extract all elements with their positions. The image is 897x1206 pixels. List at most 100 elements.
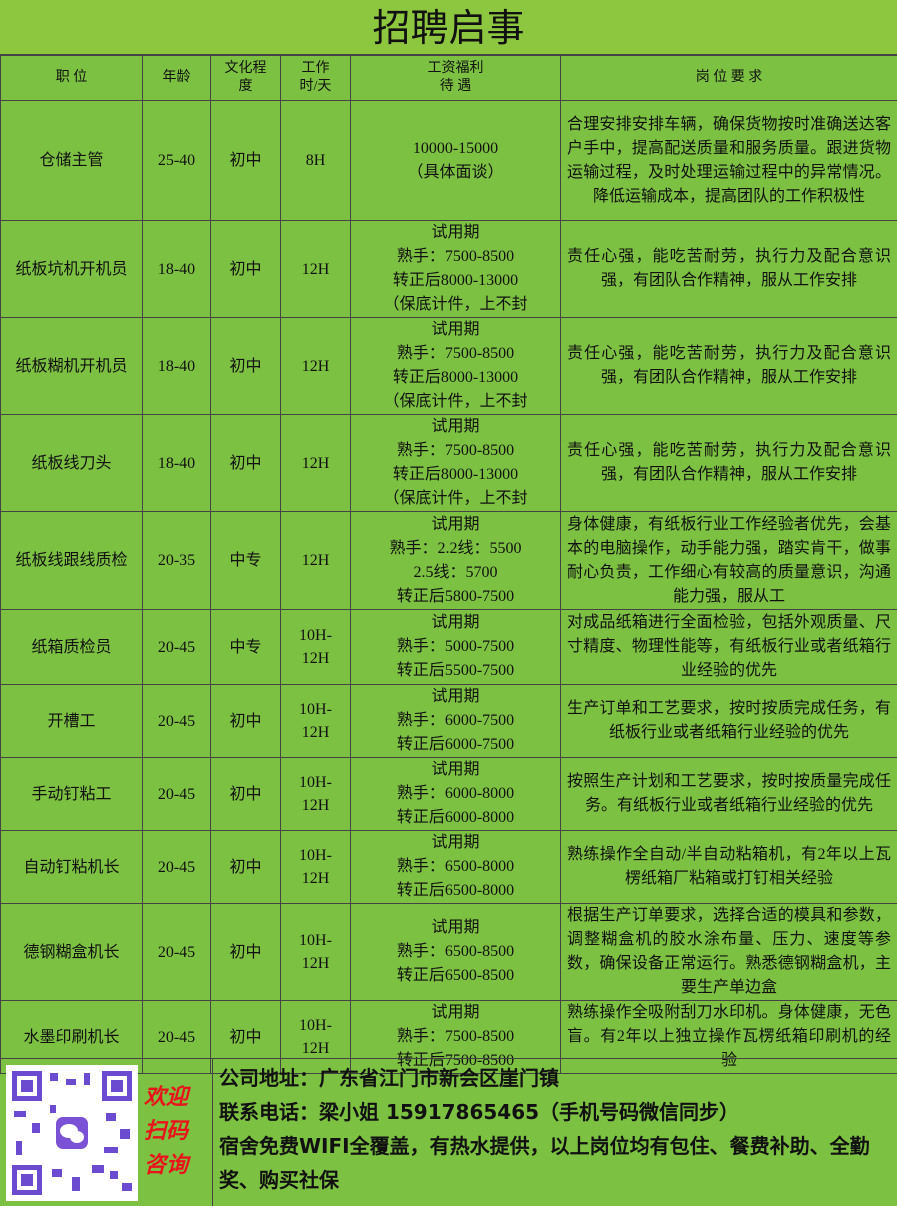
position-cell: 德钢糊盒机长 bbox=[1, 904, 143, 1001]
hours-cell-line: 10H- bbox=[284, 624, 347, 647]
salary-cell-line: 转正后6000-7500 bbox=[354, 733, 557, 757]
hours-cell-line: 12H bbox=[284, 867, 347, 890]
salary-cell-line: 熟手：5000-7500 bbox=[354, 635, 557, 659]
salary-cell-line: 熟手：6000-8000 bbox=[354, 782, 557, 806]
requirements-cell: 熟练操作全自动/半自动粘箱机，有2年以上瓦楞纸箱厂粘箱或打钉相关经验 bbox=[561, 831, 897, 904]
age-cell: 20-45 bbox=[143, 685, 211, 758]
salary-cell: 10000-15000（具体面谈） bbox=[351, 101, 561, 221]
position-cell: 自动钉粘机长 bbox=[1, 831, 143, 904]
caption-line: 咨询 bbox=[144, 1149, 204, 1183]
hours-cell: 12H bbox=[281, 221, 351, 318]
salary-cell-line: 试用期 bbox=[354, 318, 557, 342]
requirements-cell: 责任心强，能吃苦耐劳，执行力及配合意识强，有团队合作精神，服从工作安排 bbox=[561, 318, 897, 415]
education-cell: 初中 bbox=[211, 904, 281, 1001]
position-cell: 纸板坑机开机员 bbox=[1, 221, 143, 318]
header-cell-line: 岗 位 要 求 bbox=[564, 69, 894, 87]
header-row: 职 位年龄文化程度工作时/天工资福利待 遇岗 位 要 求 bbox=[1, 56, 897, 101]
hours-cell: 10H-12H bbox=[281, 904, 351, 1001]
salary-cell-line: 转正后6500-8500 bbox=[354, 964, 557, 988]
age-cell: 18-40 bbox=[143, 221, 211, 318]
salary-cell-line: 转正后5800-7500 bbox=[354, 585, 557, 609]
title: 招聘启事 bbox=[0, 0, 897, 55]
header-cell-line: 职 位 bbox=[4, 69, 139, 87]
requirements-cell: 合理安排安排车辆，确保货物按时准确送达客户手中，提高配送质量和服务质量。跟进货物… bbox=[561, 101, 897, 221]
position-cell: 纸箱质检员 bbox=[1, 610, 143, 685]
position-cell: 开槽工 bbox=[1, 685, 143, 758]
position-cell: 手动钉粘工 bbox=[1, 758, 143, 831]
age-cell: 18-40 bbox=[143, 415, 211, 512]
requirements-cell: 根据生产订单要求，选择合适的模具和参数，调整糊盒机的胶水涂布量、压力、速度等参数… bbox=[561, 904, 897, 1001]
header-cell-line: 度 bbox=[214, 78, 277, 96]
education-cell: 初中 bbox=[211, 758, 281, 831]
hours-cell: 12H bbox=[281, 512, 351, 610]
hours-cell-line: 12H bbox=[284, 721, 347, 744]
education-cell: 初中 bbox=[211, 415, 281, 512]
salary-cell-line: 试用期 bbox=[354, 415, 557, 439]
contact-line: 联系电话：梁小姐 15917865465（手机号码微信同步） bbox=[219, 1095, 891, 1129]
requirements-cell: 责任心强，能吃苦耐劳，执行力及配合意识强，有团队合作精神，服从工作安排 bbox=[561, 221, 897, 318]
header-cell: 年龄 bbox=[143, 56, 211, 101]
position-cell: 纸板线刀头 bbox=[1, 415, 143, 512]
hours-cell-line: 10H- bbox=[284, 771, 347, 794]
contact-info: 公司地址：广东省江门市新会区崖门镇联系电话：梁小姐 15917865465（手机… bbox=[212, 1059, 897, 1206]
salary-cell-line: 转正后8000-13000 bbox=[354, 269, 557, 293]
salary-cell-line: 试用期 bbox=[354, 758, 557, 782]
requirements-cell: 生产订单和工艺要求，按时按质完成任务，有纸板行业或者纸箱行业经验的优先 bbox=[561, 685, 897, 758]
hours-cell-line: 12H bbox=[284, 952, 347, 975]
age-cell: 20-45 bbox=[143, 904, 211, 1001]
salary-cell-line: 转正后5500-7500 bbox=[354, 659, 557, 683]
hours-cell-line: 10H- bbox=[284, 698, 347, 721]
education-cell: 初中 bbox=[211, 685, 281, 758]
hours-cell: 10H-12H bbox=[281, 831, 351, 904]
salary-cell-line: 试用期 bbox=[354, 221, 557, 245]
position-cell: 纸板糊机开机员 bbox=[1, 318, 143, 415]
hours-cell: 10H-12H bbox=[281, 758, 351, 831]
caption-line: 扫码 bbox=[144, 1115, 204, 1149]
salary-cell-line: 试用期 bbox=[354, 685, 557, 709]
footer: 欢迎扫码咨询 公司地址：广东省江门市新会区崖门镇联系电话：梁小姐 1591786… bbox=[0, 1058, 897, 1206]
hours-cell-line: 10H- bbox=[284, 1014, 347, 1037]
salary-cell-line: 转正后6000-8000 bbox=[354, 806, 557, 830]
hours-cell: 10H-12H bbox=[281, 610, 351, 685]
education-cell: 初中 bbox=[211, 318, 281, 415]
age-cell: 20-45 bbox=[143, 610, 211, 685]
age-cell: 20-45 bbox=[143, 831, 211, 904]
salary-cell-line: 试用期 bbox=[354, 611, 557, 635]
salary-cell-line: 熟手：2.2线：5500 bbox=[354, 537, 557, 561]
hours-cell: 12H bbox=[281, 318, 351, 415]
age-cell: 25-40 bbox=[143, 101, 211, 221]
salary-cell-line: 试用期 bbox=[354, 831, 557, 855]
salary-cell-line: 试用期 bbox=[354, 1001, 557, 1025]
requirements-cell: 对成品纸箱进行全面检验，包括外观质量、尺寸精度、物理性能等，有纸板行业或者纸箱行… bbox=[561, 610, 897, 685]
position-cell: 纸板线跟线质检 bbox=[1, 512, 143, 610]
age-cell: 20-45 bbox=[143, 758, 211, 831]
hours-cell: 12H bbox=[281, 415, 351, 512]
header-cell: 工资福利待 遇 bbox=[351, 56, 561, 101]
header-cell-line: 时/天 bbox=[284, 78, 347, 96]
requirements-cell: 身体健康，有纸板行业工作经验者优先，会基本的电脑操作，动手能力强，踏实肯干，做事… bbox=[561, 512, 897, 610]
header-cell: 岗 位 要 求 bbox=[561, 56, 897, 101]
salary-cell-line: 转正后6500-8000 bbox=[354, 879, 557, 903]
salary-cell-line: （保底计件，上不封 bbox=[354, 390, 557, 414]
requirements-cell: 按照生产计划和工艺要求，按时按质量完成任务。有纸板行业或者纸箱行业经验的优先 bbox=[561, 758, 897, 831]
salary-cell-line: （保底计件，上不封 bbox=[354, 487, 557, 511]
header-cell-line: 年龄 bbox=[146, 69, 207, 87]
hours-cell-line: 10H- bbox=[284, 844, 347, 867]
header-cell-line: 工作 bbox=[284, 60, 347, 78]
salary-cell-line: 熟手：7500-8500 bbox=[354, 245, 557, 269]
header-cell-line: 待 遇 bbox=[354, 78, 557, 96]
